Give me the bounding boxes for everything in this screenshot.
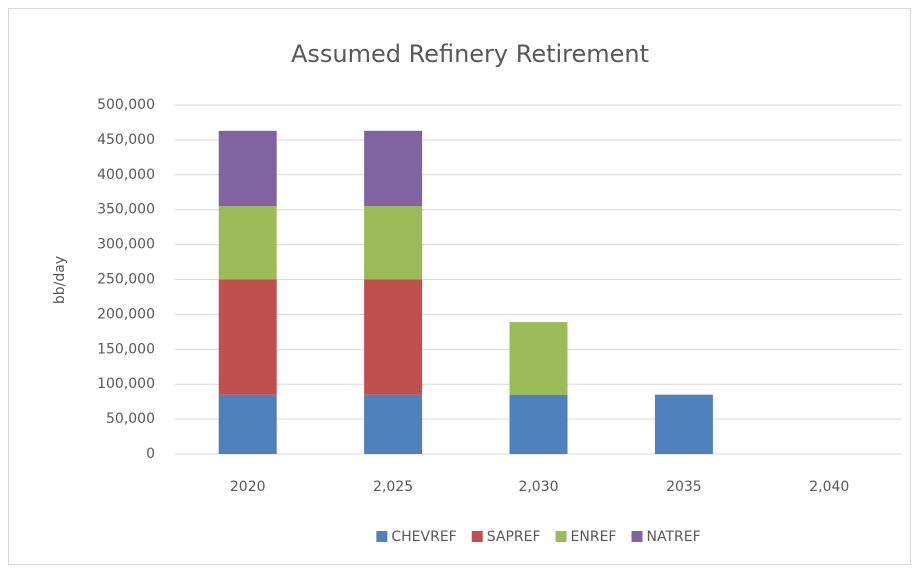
x-tick-label: 2,025 [373,479,413,495]
chart-title: Assumed Refinery Retirement [291,40,649,68]
bar-segment [364,279,423,395]
y-axis-label: bb/day [52,256,68,304]
bar-segment [218,130,277,207]
x-tick-label: 2020 [230,479,266,495]
y-tick-label: 150,000 [97,341,155,357]
chart-border [8,8,911,565]
legend-swatch [376,531,388,542]
y-tick-label: 250,000 [97,272,155,288]
legend-label: CHEVREF [391,529,456,545]
y-tick-label: 50,000 [106,411,155,427]
legend-label: ENREF [571,529,617,545]
y-tick-label: 500,000 [97,97,155,113]
y-tick-label: 350,000 [97,202,155,218]
y-tick-label: 0 [146,446,155,462]
bar-segment [218,394,277,454]
legend-swatch [555,531,567,542]
y-tick-label: 100,000 [97,376,155,392]
legend-swatch [631,531,643,542]
y-tick-label: 300,000 [97,237,155,253]
y-tick-label: 400,000 [97,167,155,183]
bar-segment [364,394,423,454]
bar-segment [364,130,423,207]
x-tick-label: 2035 [666,479,702,495]
y-tick-label: 200,000 [97,306,155,322]
legend-label: SAPREF [487,529,541,545]
y-tick-label: 450,000 [97,132,155,148]
bar-segment [218,206,277,280]
bar-segment [364,206,423,280]
legend-label: NATREF [646,529,700,545]
bar-segment [218,279,277,395]
legend-swatch [471,531,483,542]
x-tick-label: 2,040 [809,479,849,495]
bar-segment [654,394,713,454]
bar-segment [509,394,568,454]
x-tick-label: 2,030 [518,479,558,495]
bar-segment [509,322,568,395]
